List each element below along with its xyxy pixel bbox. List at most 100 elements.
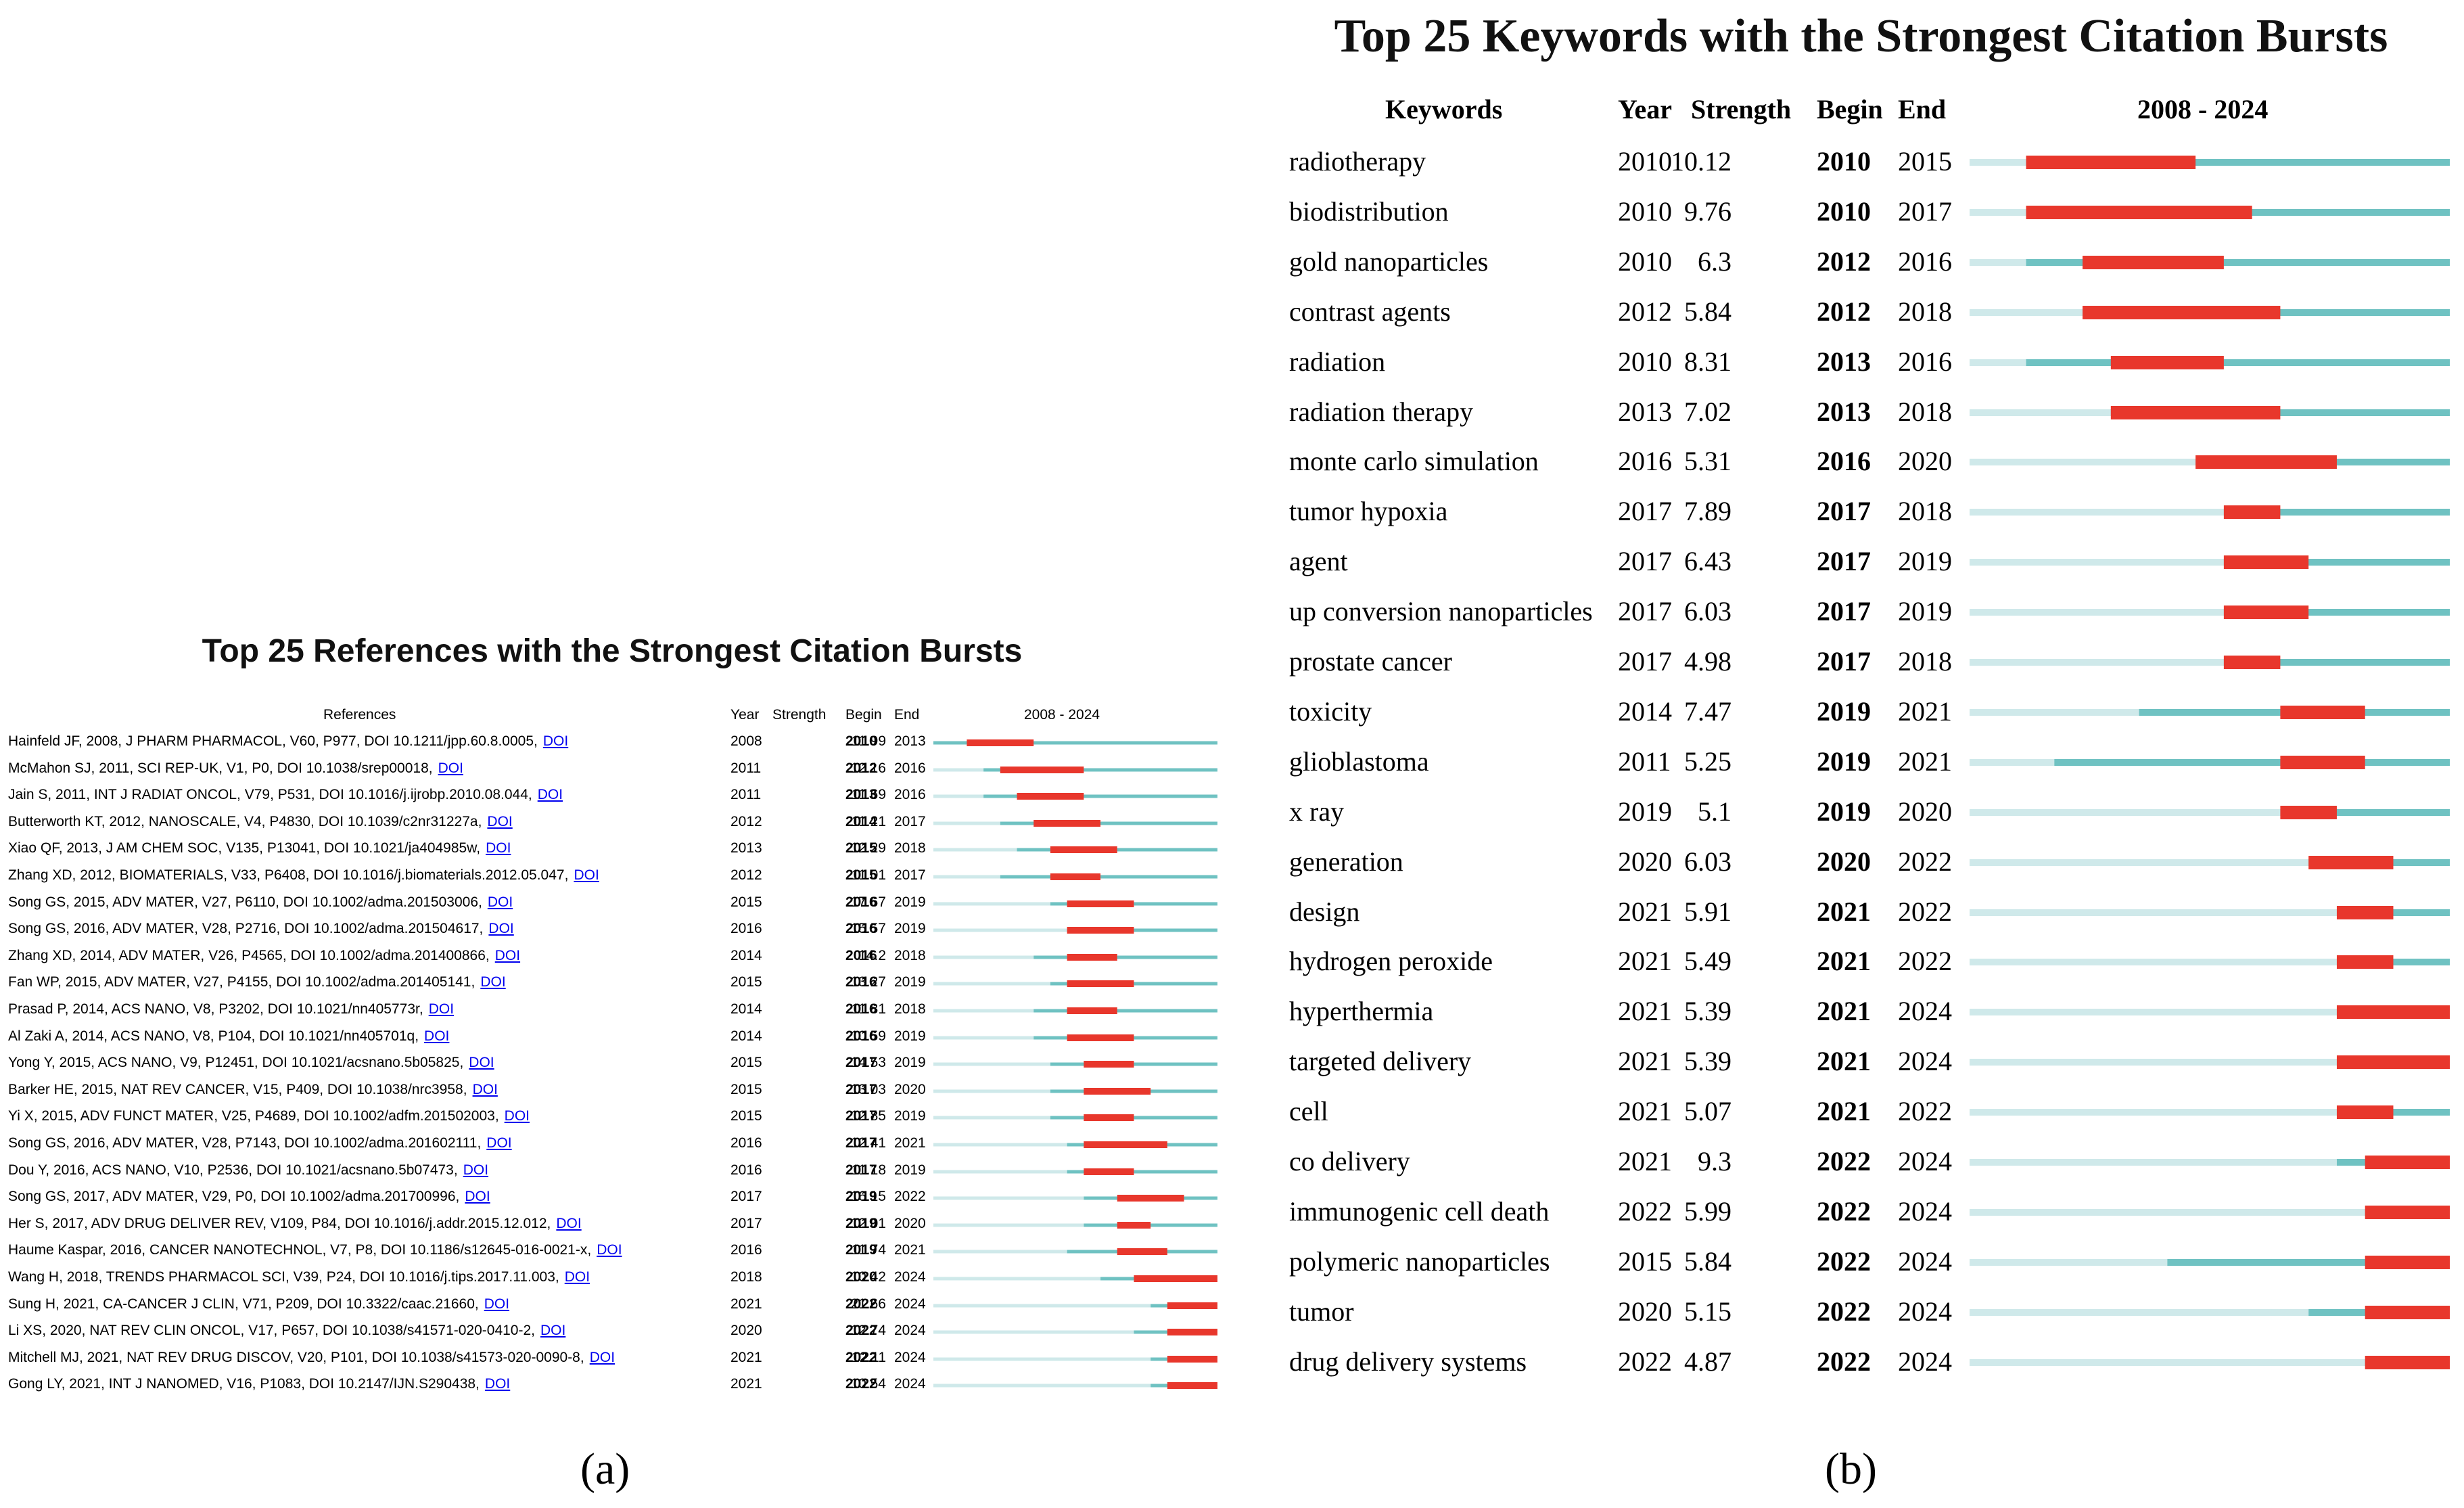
keyword-end: 2024 (1898, 1346, 1952, 1377)
timeline-active-segment (2280, 808, 2450, 816)
doi-link[interactable]: DOI (597, 1242, 622, 1258)
reference-text: Dou Y, 2016, ACS NANO, V10, P2536, DOI 1… (8, 1162, 488, 1179)
keyword-year: 2017 (1618, 596, 1672, 627)
timeline-active-segment (1000, 821, 1217, 825)
timeline-burst-segment (2026, 205, 2252, 219)
reference-citation: Her S, 2017, ADV DRUG DELIVER REV, V109,… (8, 1215, 551, 1231)
timeline-burst-segment (2223, 555, 2309, 570)
keyword-strength: 6.3 (1698, 246, 1731, 277)
keyword-burst-timeline (1970, 505, 2450, 520)
keyword-end: 2024 (1898, 1296, 1952, 1327)
reference-row: Gong LY, 2021, INT J NANOMED, V16, P1083… (0, 1372, 1238, 1399)
reference-year: 2015 (730, 894, 762, 910)
keywords-burst-panel: Top 25 Keywords with the Strongest Citat… (1258, 0, 2464, 1508)
doi-link[interactable]: DOI (494, 947, 521, 963)
doi-link[interactable]: DOI (465, 1189, 490, 1205)
reference-citation: Jain S, 2011, INT J RADIAT ONCOL, V79, P… (8, 787, 532, 803)
doi-link[interactable]: DOI (574, 867, 599, 883)
doi-link[interactable]: DOI (556, 1215, 582, 1231)
doi-link[interactable]: DOI (564, 1269, 590, 1285)
reference-row: Mitchell MJ, 2021, NAT REV DRUG DISCOV, … (0, 1346, 1238, 1373)
doi-link[interactable]: DOI (438, 760, 463, 776)
header-end: End (894, 707, 920, 723)
keyword-text: immunogenic cell death (1289, 1195, 1550, 1227)
timeline-burst-segment (2223, 656, 2281, 669)
keyword-year: 2019 (1618, 796, 1672, 827)
doi-link[interactable]: DOI (469, 1055, 494, 1071)
reference-begin: 2016 (845, 974, 877, 990)
keyword-year: 2014 (1618, 695, 1672, 727)
keyword-row: tumor hypoxia 2017 7.89 2017 2018 (1258, 487, 2464, 537)
reference-strength: 14.2 (858, 947, 886, 963)
doi-link[interactable]: DOI (487, 894, 513, 910)
reference-burst-timeline (933, 1355, 1217, 1363)
keyword-year: 2021 (1618, 996, 1672, 1027)
keyword-strength: 5.91 (1684, 896, 1731, 927)
doi-link[interactable]: DOI (484, 1296, 510, 1312)
keyword-strength: 7.47 (1684, 695, 1731, 727)
reference-end: 2019 (894, 921, 926, 937)
keyword-begin: 2016 (1817, 446, 1871, 477)
keyword-burst-timeline (1970, 1055, 2450, 1070)
keyword-burst-timeline (1970, 805, 2450, 819)
doi-link[interactable]: DOI (486, 840, 511, 856)
doi-link[interactable]: DOI (540, 1323, 566, 1339)
reference-year: 2021 (730, 1349, 762, 1365)
timeline-inactive-segment (1970, 159, 2026, 166)
reference-burst-timeline (933, 766, 1217, 773)
keyword-row: hydrogen peroxide 2021 5.49 2021 2022 (1258, 937, 2464, 987)
keyword-end: 2022 (1898, 846, 1952, 877)
header-references: References (323, 707, 396, 723)
reference-row: Fan WP, 2015, ADV MATER, V27, P4155, DOI… (0, 970, 1238, 997)
keyword-begin: 2010 (1817, 196, 1871, 227)
reference-year: 2016 (730, 1162, 762, 1178)
doi-link[interactable]: DOI (488, 921, 514, 937)
keyword-row: toxicity 2014 7.47 2019 2021 (1258, 687, 2464, 737)
reference-year: 2017 (730, 1189, 762, 1205)
reference-year: 2018 (730, 1269, 762, 1285)
keyword-row: co delivery 2021 9.3 2022 2024 (1258, 1137, 2464, 1187)
caption-b: (b) (1825, 1444, 1877, 1494)
timeline-inactive-segment (933, 821, 1000, 825)
reference-text: Gong LY, 2021, INT J NANOMED, V16, P1083… (8, 1376, 510, 1392)
timeline-burst-segment (2365, 1205, 2450, 1219)
timeline-inactive-segment (933, 1223, 1084, 1227)
reference-row: Her S, 2017, ADV DRUG DELIVER REV, V109,… (0, 1212, 1238, 1239)
keyword-strength: 5.49 (1684, 946, 1731, 977)
keyword-burst-timeline (1970, 1255, 2450, 1269)
doi-link[interactable]: DOI (486, 1135, 512, 1151)
header-strength: Strength (772, 707, 827, 723)
doi-link[interactable]: DOI (484, 1376, 511, 1392)
reference-strength: 13.27 (850, 974, 886, 990)
timeline-active-segment (2223, 609, 2450, 616)
doi-link[interactable]: DOI (542, 733, 569, 749)
timeline-burst-segment (2223, 505, 2281, 520)
doi-link[interactable]: DOI (589, 1349, 615, 1365)
doi-link[interactable]: DOI (472, 1081, 498, 1097)
timeline-inactive-segment (1970, 1208, 2365, 1216)
keyword-burst-timeline (1970, 1205, 2450, 1219)
timeline-inactive-segment (933, 1062, 1050, 1066)
keyword-text: prostate cancer (1289, 646, 1452, 677)
keyword-begin: 2021 (1817, 946, 1871, 977)
reference-year: 2011 (730, 787, 762, 803)
reference-end: 2016 (894, 760, 926, 776)
doi-link[interactable]: DOI (428, 1001, 455, 1017)
reference-text: Haume Kaspar, 2016, CANCER NANOTECHNOL, … (8, 1242, 622, 1258)
reference-row: Song GS, 2016, ADV MATER, V28, P2716, DO… (0, 917, 1238, 944)
doi-link[interactable]: DOI (537, 787, 563, 803)
doi-link[interactable]: DOI (480, 974, 506, 990)
doi-link[interactable]: DOI (424, 1028, 450, 1044)
doi-link[interactable]: DOI (487, 813, 513, 829)
timeline-burst-segment (1050, 846, 1117, 854)
timeline-inactive-segment (1970, 359, 2026, 366)
timeline-burst-segment (1117, 1248, 1167, 1256)
timeline-active-segment (983, 794, 1217, 798)
keyword-strength: 9.3 (1698, 1146, 1731, 1176)
keyword-begin: 2013 (1817, 396, 1871, 427)
doi-link[interactable]: DOI (504, 1108, 530, 1124)
reference-end: 2024 (894, 1296, 926, 1312)
reference-year: 2011 (730, 760, 762, 776)
doi-link[interactable]: DOI (463, 1162, 489, 1178)
reference-citation: Yi X, 2015, ADV FUNCT MATER, V25, P4689,… (8, 1108, 499, 1124)
